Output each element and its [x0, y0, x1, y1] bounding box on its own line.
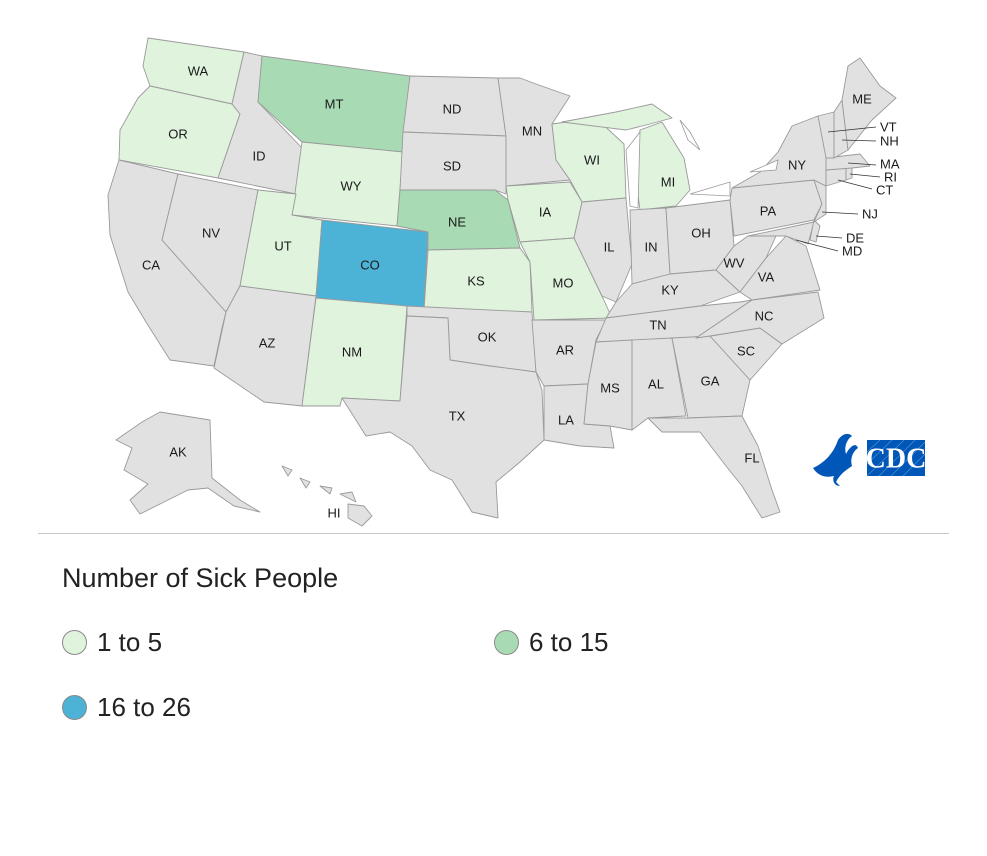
label-ND: ND	[443, 102, 462, 117]
cdc-logo-text: CDC	[866, 444, 927, 475]
label-KS: KS	[467, 274, 485, 289]
state-MA	[825, 153, 871, 171]
label-HI: HI	[328, 506, 341, 521]
label-SD: SD	[443, 159, 461, 174]
state-AK	[115, 411, 261, 515]
state-SD	[399, 131, 507, 195]
legend-swatch	[62, 695, 87, 720]
label-IA: IA	[539, 205, 552, 220]
label-NV: NV	[202, 226, 220, 241]
label-AR: AR	[556, 343, 574, 358]
us-map: WA OR CA ID NV MT WY UT AZ CO NM ND SD N…	[107, 37, 927, 527]
label-ID: ID	[253, 149, 266, 164]
label-OR: OR	[168, 127, 188, 142]
label-TX: TX	[449, 409, 466, 424]
legend-swatch	[62, 630, 87, 655]
label-NJ: NJ	[862, 207, 878, 222]
legend-title: Number of Sick People	[62, 563, 339, 593]
hhs-eagle-icon	[813, 433, 858, 486]
label-WA: WA	[188, 64, 209, 79]
label-WV: WV	[724, 256, 745, 271]
label-AL: AL	[648, 377, 664, 392]
label-SC: SC	[737, 344, 755, 359]
label-OK: OK	[478, 330, 497, 345]
leader-lines	[795, 126, 881, 252]
state-ME	[841, 57, 897, 151]
label-IL: IL	[604, 240, 615, 255]
state-HI	[281, 465, 373, 527]
label-NY: NY	[788, 158, 806, 173]
label-DE: DE	[846, 231, 864, 246]
label-NE: NE	[448, 215, 466, 230]
label-CT: CT	[876, 183, 893, 198]
state-DE	[809, 219, 821, 243]
state-KS	[423, 247, 533, 313]
label-MD: MD	[842, 244, 862, 259]
label-OH: OH	[691, 226, 711, 241]
label-NC: NC	[755, 309, 774, 324]
state-NY	[731, 115, 827, 189]
legend-item-16-to-26: 16 to 26	[62, 692, 191, 723]
label-VA: VA	[758, 270, 775, 285]
label-MT: MT	[325, 97, 344, 112]
label-MA: MA	[880, 157, 900, 172]
label-NH: NH	[880, 134, 899, 149]
state-FL	[647, 415, 781, 519]
label-VT: VT	[880, 120, 897, 135]
label-FL: FL	[744, 451, 759, 466]
label-MS: MS	[600, 381, 620, 396]
label-CA: CA	[142, 258, 160, 273]
cdc-logo: CDC	[813, 433, 927, 486]
label-WY: WY	[341, 179, 362, 194]
legend-label: 16 to 26	[97, 692, 191, 722]
legend-swatch	[494, 630, 519, 655]
label-PA: PA	[760, 204, 777, 219]
state-AL	[631, 337, 687, 431]
label-MO: MO	[553, 276, 574, 291]
label-GA: GA	[701, 374, 720, 389]
label-CO: CO	[360, 258, 380, 273]
state-TX	[341, 315, 545, 519]
label-UT: UT	[274, 239, 291, 254]
label-RI: RI	[884, 170, 897, 185]
label-MN: MN	[522, 124, 542, 139]
label-MI: MI	[661, 175, 675, 190]
label-WI: WI	[584, 153, 600, 168]
legend-item-6-to-15: 6 to 15	[494, 627, 609, 658]
label-AZ: AZ	[259, 336, 276, 351]
cdc-box	[867, 440, 925, 476]
label-ME: ME	[852, 92, 872, 107]
label-KY: KY	[661, 283, 679, 298]
state-CT	[825, 167, 847, 187]
label-NM: NM	[342, 345, 362, 360]
label-IN: IN	[645, 240, 658, 255]
legend-label: 6 to 15	[529, 627, 609, 657]
divider	[38, 533, 949, 534]
label-AK: AK	[169, 445, 187, 460]
label-LA: LA	[558, 413, 574, 428]
legend-item-1-to-5: 1 to 5	[62, 627, 162, 658]
label-TN: TN	[649, 318, 666, 333]
great-lakes	[625, 119, 779, 209]
legend-label: 1 to 5	[97, 627, 163, 657]
